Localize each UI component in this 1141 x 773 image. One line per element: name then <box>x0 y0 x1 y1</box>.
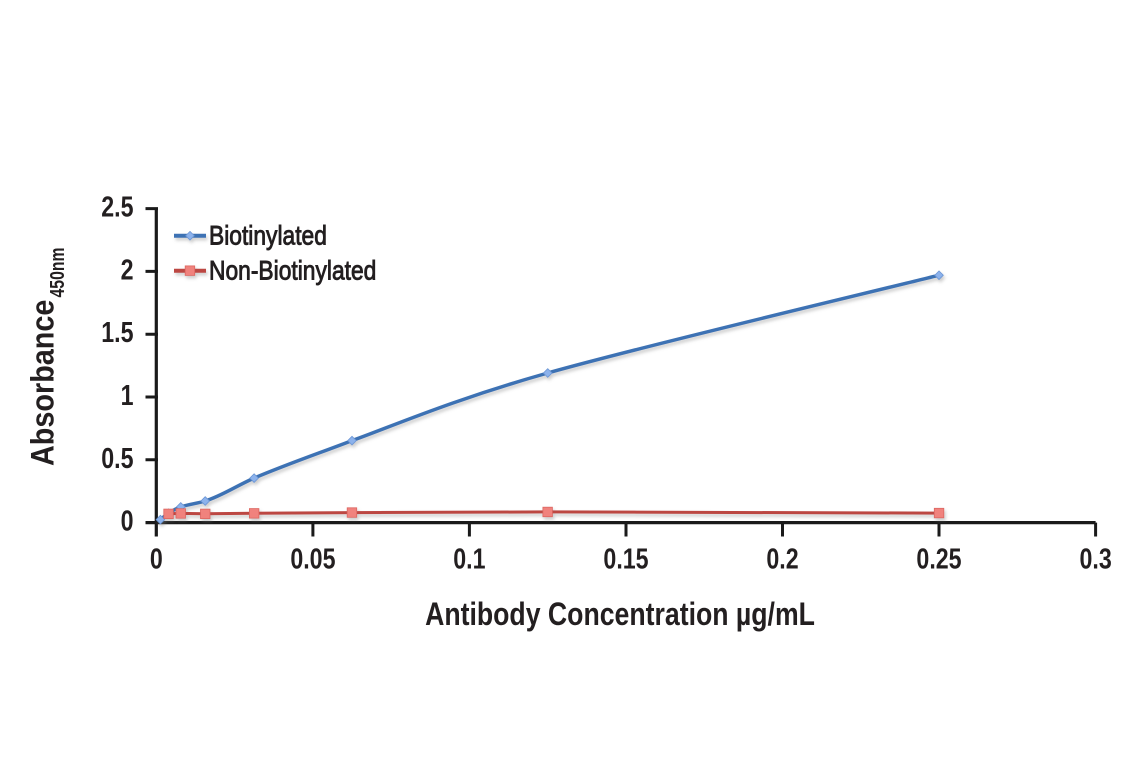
svg-text:0.15: 0.15 <box>603 542 648 575</box>
svg-text:0: 0 <box>150 542 163 575</box>
svg-text:450nm: 450nm <box>46 247 68 297</box>
svg-text:0.3: 0.3 <box>1079 542 1111 575</box>
svg-text:2.5: 2.5 <box>101 190 133 223</box>
svg-text:0.5: 0.5 <box>101 441 133 474</box>
svg-text:0.05: 0.05 <box>290 542 335 575</box>
svg-text:2: 2 <box>121 253 134 286</box>
svg-text:Absorbance: Absorbance <box>25 300 61 466</box>
svg-text:Non-Biotinylated: Non-Biotinylated <box>209 256 376 286</box>
svg-text:0.25: 0.25 <box>916 542 961 575</box>
svg-text:0: 0 <box>121 504 134 537</box>
svg-text:0.2: 0.2 <box>766 542 798 575</box>
svg-text:0.1: 0.1 <box>453 542 485 575</box>
svg-text:Biotinylated: Biotinylated <box>209 221 327 251</box>
svg-text:1: 1 <box>121 378 134 411</box>
svg-text:1.5: 1.5 <box>101 316 133 349</box>
svg-text:Antibody Concentration µg/mL: Antibody Concentration µg/mL <box>425 597 815 633</box>
